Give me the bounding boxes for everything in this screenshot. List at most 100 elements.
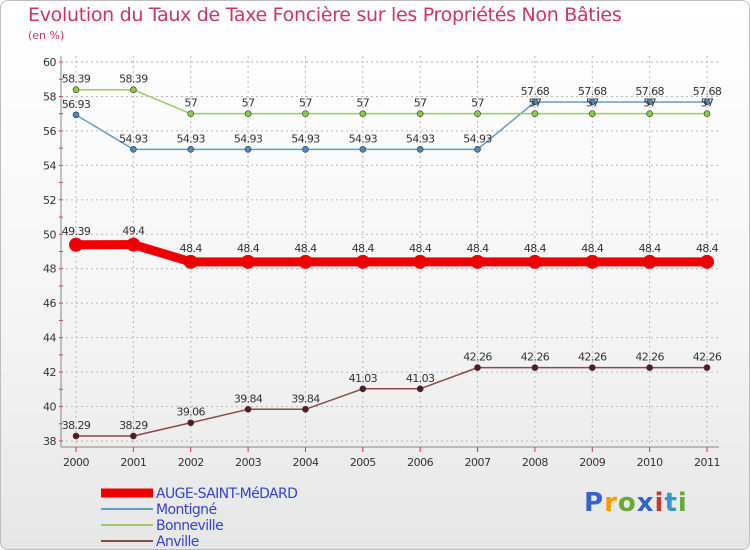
data-label: 42.26 — [693, 351, 722, 364]
data-point — [700, 254, 714, 269]
data-point — [531, 98, 539, 106]
logo-letter: x — [636, 488, 655, 518]
x-tick-label: 2005 — [350, 456, 376, 469]
data-label: 48.4 — [180, 242, 203, 255]
logo-letter: i — [677, 488, 688, 518]
data-point — [531, 364, 539, 371]
data-label: 49.39 — [62, 225, 91, 238]
data-point — [72, 86, 80, 94]
chart-title: Evolution du Taux de Taxe Foncière sur l… — [28, 4, 622, 26]
data-point — [302, 146, 309, 153]
data-point — [703, 110, 711, 117]
y-axis-unit: (en %) — [28, 29, 65, 42]
data-point — [646, 110, 653, 117]
data-point — [187, 146, 195, 153]
series-line — [75, 240, 707, 267]
data-point — [241, 254, 256, 269]
data-label: 54.93 — [234, 132, 263, 145]
y-tick-label: 44 — [43, 332, 56, 345]
data-label: 42.26 — [463, 351, 492, 364]
data-point — [527, 254, 542, 269]
data-label: 54.93 — [119, 132, 148, 145]
x-tick-label: 2000 — [63, 456, 89, 469]
data-point — [646, 364, 653, 371]
x-tick-label: 2010 — [637, 456, 663, 469]
x-tick-label: 2009 — [579, 456, 605, 469]
legend-label: Montigné — [156, 502, 216, 518]
series-line — [75, 101, 707, 151]
data-point — [585, 254, 600, 269]
data-label: 57 — [586, 97, 599, 110]
data-label: 38.29 — [62, 419, 91, 432]
y-tick-label: 38 — [43, 435, 56, 448]
data-label: 57 — [356, 97, 369, 110]
x-tick-label: 2006 — [407, 456, 433, 469]
data-point — [416, 385, 424, 393]
data-point — [69, 237, 83, 252]
data-label: 39.06 — [176, 406, 205, 419]
data-label: 42.26 — [521, 351, 550, 364]
data-point — [130, 86, 137, 94]
y-tick-label: 42 — [43, 366, 56, 379]
data-label: 48.4 — [294, 242, 317, 255]
data-point — [359, 385, 367, 393]
data-label: 48.4 — [581, 242, 604, 255]
y-tick-label: 52 — [43, 194, 56, 207]
legend-label: AUGE-SAINT-MéDARD — [156, 486, 297, 502]
data-point — [187, 419, 195, 427]
data-point — [72, 432, 80, 440]
data-label: 57 — [242, 97, 255, 110]
data-label: 48.4 — [639, 242, 662, 255]
data-point — [413, 254, 428, 269]
x-tick-label: 2001 — [120, 456, 146, 469]
data-point — [302, 406, 309, 413]
x-tick-label: 2007 — [465, 456, 491, 469]
data-label: 58.39 — [62, 73, 91, 86]
x-tick-label: 2003 — [235, 456, 261, 469]
data-label: 57 — [414, 97, 427, 110]
data-label: 54.93 — [463, 132, 492, 145]
data-point — [646, 98, 653, 106]
legend-label: Bonneville — [156, 518, 223, 534]
data-point — [588, 364, 596, 371]
x-tick-label: 2011 — [694, 456, 720, 469]
data-label: 56.93 — [62, 98, 91, 111]
y-tick-label: 58 — [43, 90, 56, 103]
data-point — [126, 237, 141, 252]
data-label: 57 — [701, 97, 714, 110]
logo-letter: t — [664, 488, 678, 518]
data-point — [298, 254, 313, 269]
data-label: 41.03 — [349, 372, 378, 385]
data-point — [72, 111, 80, 119]
data-point — [642, 254, 657, 269]
data-label: 57.68 — [521, 85, 550, 98]
logo-letter: P — [584, 488, 605, 518]
data-point — [703, 98, 711, 106]
data-point — [588, 110, 596, 117]
data-label: 54.93 — [291, 132, 320, 145]
data-label: 48.4 — [237, 242, 260, 255]
data-point — [130, 146, 137, 153]
data-point — [474, 110, 481, 117]
data-point — [244, 406, 252, 413]
y-tick-label: 46 — [43, 297, 56, 310]
data-label: 48.4 — [352, 242, 375, 255]
y-tick-label: 50 — [43, 228, 56, 241]
logo-letter: r — [604, 488, 618, 518]
y-tick-label: 40 — [43, 401, 56, 414]
data-label: 48.4 — [524, 242, 547, 255]
data-label: 54.93 — [406, 132, 435, 145]
data-label: 42.26 — [578, 351, 607, 364]
legend-label: Anville — [156, 534, 199, 550]
data-label: 57.68 — [635, 85, 664, 98]
data-point — [359, 110, 367, 117]
data-point — [470, 254, 485, 269]
data-label: 57 — [643, 97, 656, 110]
data-label: 57.68 — [693, 85, 722, 98]
series-line — [76, 88, 707, 115]
x-tick-label: 2004 — [292, 456, 318, 469]
data-label: 57 — [184, 97, 197, 110]
data-label: 39.84 — [234, 392, 263, 405]
data-point — [416, 110, 424, 117]
